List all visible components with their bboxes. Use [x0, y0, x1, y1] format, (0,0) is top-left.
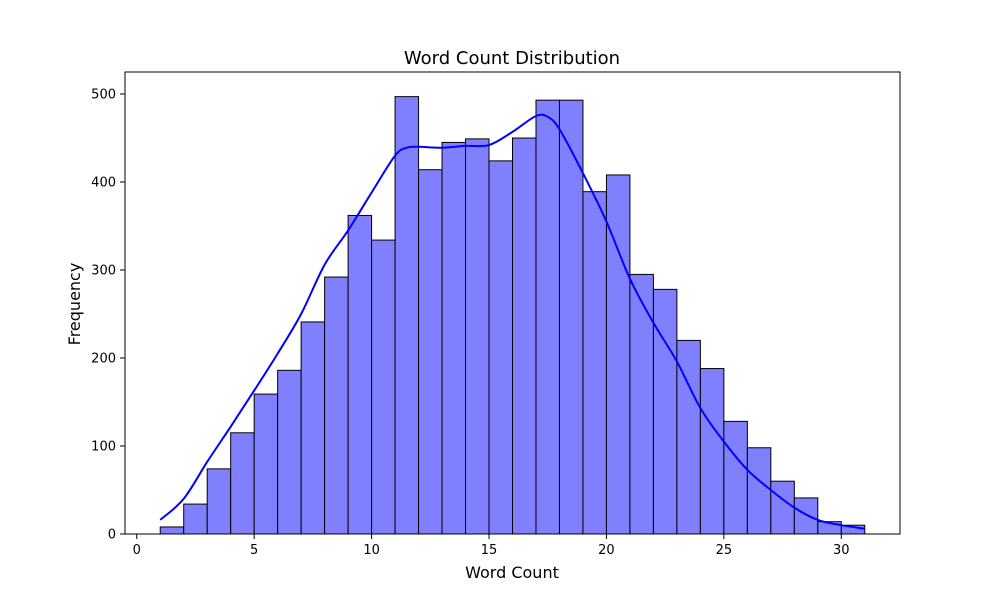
- histogram-bar: [159, 526, 185, 535]
- histogram-bar: [535, 99, 560, 535]
- x-tick-label: 0: [133, 543, 141, 558]
- histogram-bar: [746, 447, 772, 535]
- chart-title: Word Count Distribution: [404, 48, 620, 69]
- x-tick-label: 20: [598, 543, 615, 558]
- y-axis-ticks: 0 100 200 300 400 500: [91, 88, 125, 543]
- y-tick-label: 400: [91, 176, 116, 191]
- histogram-bar: [324, 276, 349, 535]
- histogram-bar: [300, 321, 326, 535]
- histogram-bar: [582, 191, 607, 535]
- histogram-bar: [441, 141, 467, 535]
- histogram-bar: [394, 96, 420, 535]
- histogram-bar: [371, 239, 396, 535]
- y-tick-label: 300: [91, 264, 116, 279]
- histogram-bar: [418, 169, 443, 535]
- histogram-bar: [183, 503, 208, 535]
- histogram-bar: [347, 214, 373, 535]
- y-tick-label: 500: [91, 88, 116, 103]
- histogram-bar: [253, 393, 279, 535]
- histogram-bar: [230, 432, 255, 535]
- histogram-bar: [770, 480, 795, 535]
- histogram-bar: [793, 497, 819, 535]
- x-tick-label: 15: [481, 543, 498, 558]
- x-tick-label: 10: [363, 543, 380, 558]
- y-tick-label: 200: [91, 352, 116, 367]
- histogram-bar: [277, 369, 302, 535]
- histogram-bar: [723, 420, 748, 535]
- kde-density-line: [159, 113, 865, 530]
- x-axis-label: Word Count: [465, 563, 559, 582]
- histogram-bar: [699, 368, 725, 535]
- y-tick-label: 0: [108, 528, 116, 543]
- histogram-bar: [465, 138, 490, 535]
- plot-frame: [124, 71, 901, 535]
- y-tick-label: 100: [91, 440, 116, 455]
- histogram-bars: [159, 96, 866, 535]
- histogram-bar: [512, 137, 537, 535]
- x-tick-label: 30: [833, 543, 850, 558]
- histogram-bar: [488, 160, 513, 535]
- x-axis-ticks: 0 5 10 15 20 25 30: [133, 534, 850, 558]
- y-axis-label: Frequency: [65, 263, 84, 346]
- x-tick-label: 5: [250, 543, 258, 558]
- histogram-bar: [652, 288, 678, 535]
- x-tick-label: 25: [716, 543, 733, 558]
- histogram-bar: [206, 468, 232, 535]
- histogram-bar: [629, 273, 654, 535]
